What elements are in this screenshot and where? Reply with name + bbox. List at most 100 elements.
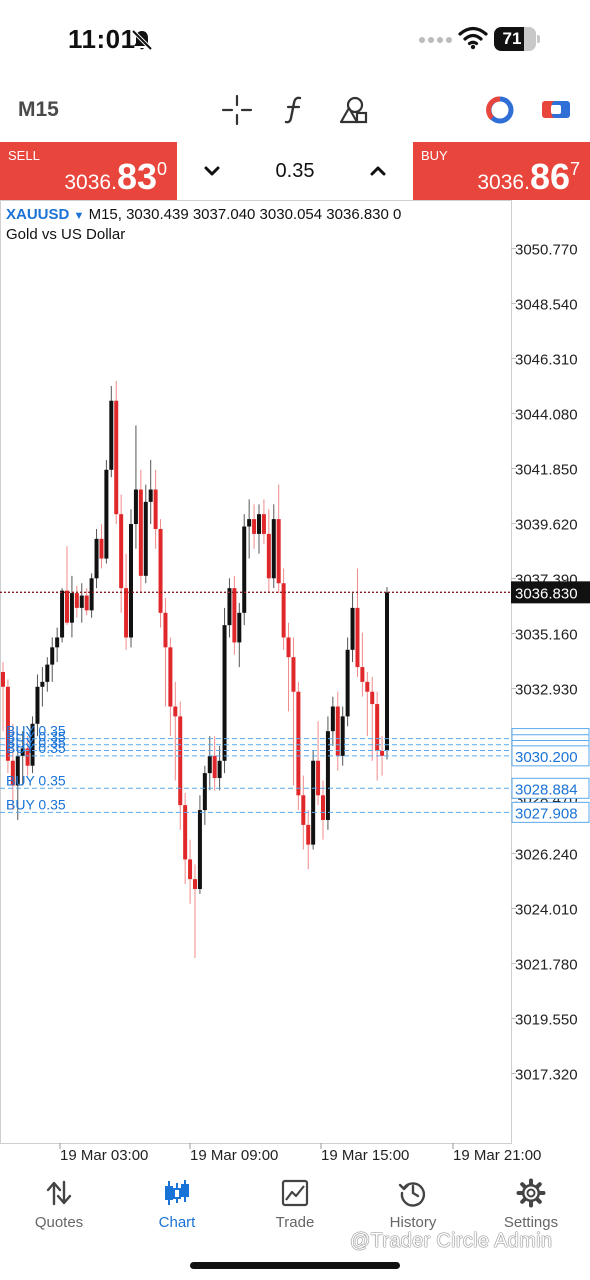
nav-chart[interactable]: Chart [118, 1172, 236, 1242]
candle-body [207, 755, 212, 774]
volume-increase-icon[interactable] [365, 158, 391, 184]
sell-price: 3036.830 [64, 156, 167, 197]
candle-body [79, 595, 84, 608]
candle-body [380, 750, 385, 756]
volume-control: 0.35 [177, 142, 413, 200]
candle-body [74, 593, 79, 608]
candle-body [129, 524, 133, 638]
one-click-trade-icon[interactable] [540, 94, 572, 126]
x-tick-label: 19 Mar 09:00 [190, 1147, 278, 1164]
candle-body [10, 760, 15, 786]
candle-body [84, 595, 89, 611]
y-tick-label: 3026.240 [515, 846, 578, 863]
sell-label: SELL [8, 148, 40, 163]
wifi-icon [458, 26, 488, 50]
y-tick-label: 3050.770 [515, 242, 578, 259]
candle-body [370, 691, 375, 705]
candle-body [375, 704, 380, 751]
candle-body [242, 526, 247, 613]
candlestick-chart[interactable]: 3050.770 3048.540 3046.310 3044.080 3041.850… [0, 200, 590, 1172]
candle-body [163, 612, 168, 648]
buy-button[interactable]: BUY 3036.867 [413, 142, 590, 200]
candle-body [237, 612, 242, 643]
candle-body [301, 795, 306, 825]
nav-quotes[interactable]: Quotes [0, 1172, 118, 1242]
status-time: 11:01 [68, 24, 136, 54]
order-label: BUY 0.35 [6, 729, 66, 745]
silent-bell-icon [131, 29, 153, 51]
quotes-arrows-icon [46, 1180, 72, 1206]
status-bar: 11:01 71 [0, 0, 590, 80]
plot-frame [0, 200, 512, 1144]
battery-indicator: 71 [494, 27, 540, 51]
candle-body [193, 879, 197, 890]
candle-body [60, 590, 65, 638]
candle-body [197, 810, 202, 890]
candle-body [25, 748, 30, 766]
symbol-dropdown-icon[interactable]: ▼ [73, 210, 85, 222]
candle-body [65, 590, 69, 623]
candle-body [20, 748, 25, 756]
crosshair-icon[interactable] [221, 94, 253, 126]
y-tick-label: 3044.080 [515, 407, 578, 424]
nav-history[interactable]: History [354, 1172, 472, 1242]
candle-body [5, 686, 10, 761]
candle-body [227, 588, 232, 626]
nav-settings[interactable]: Settings [472, 1172, 590, 1242]
candle-body [345, 649, 350, 717]
objects-icon[interactable] [337, 94, 369, 126]
candle-body [133, 489, 138, 525]
candle-body [173, 706, 178, 717]
bottom-navigation: Quotes Chart Trade [0, 1172, 590, 1252]
candle-body [325, 731, 330, 820]
sell-button[interactable]: SELL 3036.830 [0, 142, 177, 200]
candle-body [114, 400, 119, 515]
candle-body [321, 795, 325, 820]
indicator-toggle-icon[interactable] [484, 94, 516, 126]
candle-body [183, 805, 188, 860]
history-clock-icon [398, 1182, 426, 1207]
candle-body [99, 538, 104, 559]
order-label: BUY 0.35 [6, 740, 66, 756]
candle-body [385, 592, 389, 750]
current-price-tag [511, 581, 590, 604]
signal-dots-icon [419, 37, 452, 43]
candle-body [202, 773, 207, 811]
function-icon[interactable] [278, 94, 310, 126]
candle-body [104, 469, 109, 559]
order-price-tag-label: 3027.908 [515, 805, 578, 822]
candle-body [217, 760, 222, 779]
y-tick-label: 3032.930 [515, 682, 578, 699]
y-tick-label: 3039.620 [515, 517, 578, 534]
price-chart[interactable]: 3050.770 3048.540 3046.310 3044.080 3041.850… [0, 200, 590, 1172]
trade-chart-icon [281, 1179, 309, 1207]
nav-trade[interactable]: Trade [236, 1172, 354, 1242]
volume-value[interactable]: 0.35 [275, 160, 315, 182]
home-indicator[interactable] [190, 1262, 400, 1269]
candle-body [276, 519, 281, 584]
candle-body [178, 716, 183, 806]
candle-body [281, 583, 286, 638]
candle-body [188, 859, 193, 880]
candle-body [109, 400, 114, 470]
candle-body [291, 657, 296, 692]
buy-price: 3036.867 [477, 156, 580, 197]
current-price-label: 3036.830 [515, 585, 578, 602]
candle-body [55, 637, 60, 648]
y-tick-label: 3021.780 [515, 956, 578, 973]
candle-body [252, 519, 257, 534]
order-label: BUY 0.35 [6, 734, 66, 750]
candle-body [286, 637, 291, 658]
timeframe-button[interactable]: M15 [18, 98, 59, 121]
candle-body [1, 672, 5, 687]
volume-decrease-icon[interactable] [199, 158, 225, 184]
candle-body [50, 647, 55, 665]
candle-body [45, 664, 50, 682]
candle-body [94, 538, 99, 579]
candlestick-chart-icon [165, 1180, 189, 1205]
symbol-description: Gold vs US Dollar [6, 226, 126, 243]
candle-body [271, 519, 276, 579]
x-tick-label: 19 Mar 03:00 [60, 1147, 148, 1164]
symbol-name[interactable]: XAUUSD [6, 206, 70, 223]
candle-body [340, 716, 345, 756]
